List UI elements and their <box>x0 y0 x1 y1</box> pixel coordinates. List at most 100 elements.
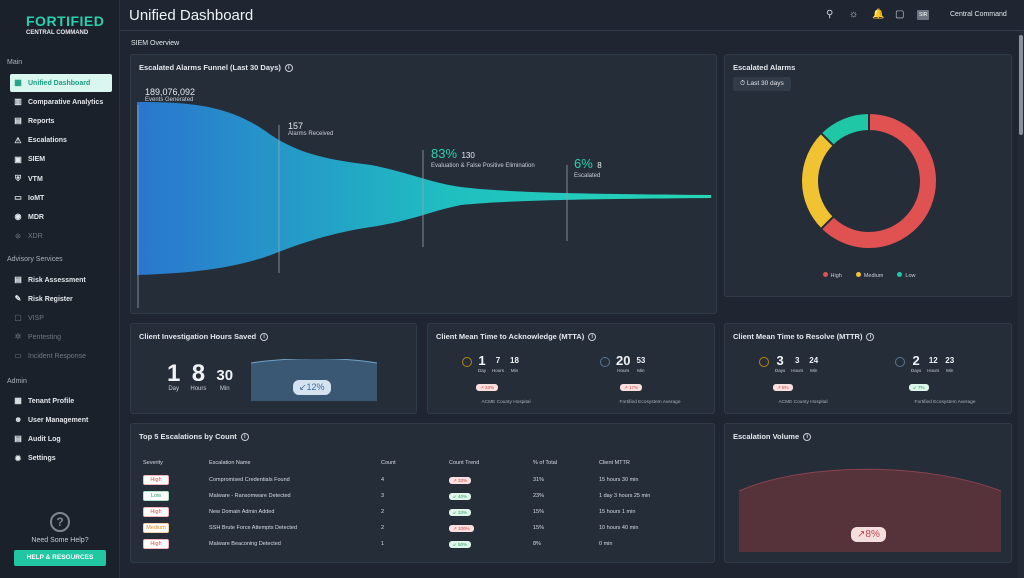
analytics-icon: ▥ <box>14 97 22 107</box>
sidebar-item-user-management[interactable]: ☻ User Management <box>10 411 112 429</box>
sidebar-item-visp[interactable]: ▢ VISP <box>10 309 112 327</box>
sidebar-item-label: VTM <box>28 175 43 183</box>
trend-badge: ↗ 8% <box>773 384 793 391</box>
stage-value: 189,076,092 <box>145 87 196 97</box>
info-icon[interactable]: i <box>260 333 269 342</box>
pct-cell: 15% <box>533 525 545 531</box>
time-value: 23 <box>945 356 955 365</box>
search-icon[interactable]: ⚲ <box>826 9 834 20</box>
sidebar-item-label: Pentesting <box>28 333 62 341</box>
info-icon[interactable]: i <box>803 433 812 442</box>
time-value: 20 <box>616 353 631 368</box>
count-cell: 4 <box>381 477 385 483</box>
trend-badge: ↗ 23% <box>476 384 499 391</box>
sidebar-item-vtm[interactable]: ⛨ VTM <box>10 170 112 188</box>
sidebar-item-reports[interactable]: ▤ Reports <box>10 112 112 130</box>
time-unit: Days <box>775 368 786 373</box>
scrollbar[interactable] <box>1018 31 1024 578</box>
escalation-name: Malware - Ransomware Detected <box>209 493 291 499</box>
siem-icon: ▣ <box>14 154 22 164</box>
pen-icon: ✎ <box>14 294 22 303</box>
comparison-label: Fortified Ecosystem Average <box>619 400 681 405</box>
sidebar-item-incident-response[interactable]: ▭ Incident Response <box>10 347 112 365</box>
time-unit: Min <box>810 368 818 373</box>
time-value: 24 <box>809 356 819 365</box>
sidebar-item-iomt[interactable]: ▭ IoMT <box>10 189 112 207</box>
table-row[interactable]: Medium SSH Brute Force Attempts Detected… <box>143 520 703 536</box>
user-name[interactable]: Central Command <box>950 11 1007 18</box>
time-value: 18 <box>510 356 519 365</box>
help-text: Need Some Help? <box>31 537 89 544</box>
time-unit: Min <box>510 368 519 373</box>
mttr-cell: 15 hours 1 min <box>599 509 636 515</box>
donut-slice-medium[interactable] <box>800 131 836 231</box>
sidebar-item-label: Unified Dashboard <box>28 79 91 87</box>
hours-trend-badge: ↙12% <box>293 380 331 395</box>
count-trend-badge: ↙ 33% <box>449 508 472 516</box>
help-panel: ? Need Some Help? HELP & RESOURCES <box>0 512 120 566</box>
sidebar-item-unified-dashboard[interactable]: ▦ Unified Dashboard <box>10 74 112 92</box>
device-icon: ▭ <box>14 193 22 203</box>
table-header: Severity Escalation Name Count Count Trend%… <box>143 460 703 472</box>
comparison-label: Fortified Ecosystem Average <box>914 400 976 405</box>
column-header: Severity <box>143 460 163 466</box>
sidebar-item-risk-register[interactable]: ✎ Risk Register <box>10 290 112 308</box>
legend-dot <box>897 272 903 277</box>
stage-value: 130 <box>461 151 475 160</box>
stage-value: 157 <box>288 121 304 131</box>
sidebar-item-comparative-analytics[interactable]: ▥ Comparative Analytics <box>10 93 112 111</box>
sidebar-item-siem[interactable]: ▣ SIEM <box>10 151 112 169</box>
sidebar-item-escalations[interactable]: ⚠ Escalations <box>10 132 112 150</box>
chat-icon[interactable]: ▢ <box>895 9 905 20</box>
scrollbar-thumb[interactable] <box>1019 35 1023 135</box>
donut-slice-high[interactable] <box>819 111 938 250</box>
escalation-name: New Domain Admin Added <box>209 509 275 515</box>
sidebar-item-label: Tenant Profile <box>28 397 75 405</box>
table-row[interactable]: High Malware Beaconing Detected 1 ↙ 50% … <box>143 536 703 552</box>
hours-value: 8 <box>191 360 206 387</box>
sidebar-item-tenant-profile[interactable]: ▦ Tenant Profile <box>10 392 112 410</box>
mttr-cell: 15 hours 30 min <box>599 477 639 483</box>
donut-slice-low[interactable] <box>819 111 870 148</box>
mtta-title: Client Mean Time to Acknowledge (MTTA) i <box>436 332 597 342</box>
info-icon[interactable]: i <box>588 333 597 342</box>
theme-icon[interactable]: ☼ <box>849 9 859 20</box>
sidebar-item-audit-log[interactable]: ▤ Audit Log <box>10 430 112 448</box>
help-resources-button[interactable]: HELP & RESOURCES <box>14 550 106 566</box>
sidebar-item-risk-assessment[interactable]: ▤ Risk Assessment <box>10 271 112 289</box>
sidebar-item-xdr[interactable]: ⁜ XDR <box>10 228 112 246</box>
sidebar-item-mdr[interactable]: ◉ MDR <box>10 208 112 226</box>
warning-icon: ⚠ <box>14 135 22 145</box>
count-trend-badge: ↗ 100% <box>449 524 474 532</box>
users-icon: ☻ <box>14 415 23 425</box>
table-row[interactable]: Low Malware - Ransomware Detected 3 ↙ 40… <box>143 488 703 504</box>
date-filter[interactable]: ⏱ Last 30 days <box>733 77 791 91</box>
stage-alarms: 157 Alarms Received <box>288 121 333 137</box>
info-icon[interactable]: i <box>866 333 875 342</box>
table-row[interactable]: High Compromised Credentials Found 4 ↗ 3… <box>143 472 703 488</box>
time-value: 1 <box>478 353 486 368</box>
trend-badge: ↗ 17% <box>620 384 643 391</box>
info-icon[interactable]: i <box>240 433 249 442</box>
sidebar-item-settings[interactable]: ✹ Settings <box>10 450 112 468</box>
logo[interactable]: FORTIFIED CENTRAL COMMAND <box>0 0 119 36</box>
table-row[interactable]: High New Domain Admin Added 2 ↙ 33% 15% … <box>143 504 703 520</box>
info-icon[interactable]: i <box>284 64 293 73</box>
profile-badge[interactable]: SIR <box>917 10 930 20</box>
mins-label: Min <box>219 386 230 392</box>
sidebar-item-label: Audit Log <box>28 435 61 443</box>
bell-icon[interactable]: 🔔 <box>872 9 885 20</box>
stage-label: Alarms Received <box>288 131 334 137</box>
report-icon: ▤ <box>14 116 22 126</box>
severity-badge: High <box>143 539 169 549</box>
sidebar-item-pentesting[interactable]: ✲ Pentesting <box>10 328 112 346</box>
count-cell: 1 <box>381 541 385 547</box>
count-cell: 2 <box>381 509 385 515</box>
hours-label: Hours <box>190 386 207 392</box>
legend-dot <box>855 272 861 277</box>
stage-label: Evaluation & False Positive Elimination <box>431 163 535 169</box>
sidebar: FORTIFIED CENTRAL COMMAND Main ▦ Unified … <box>0 0 120 578</box>
time-value: 12 <box>928 356 938 365</box>
top5-card: Top 5 Escalations by Count i Severity Esca… <box>130 423 715 563</box>
mtta-client: 1 Day 7 Hours 18 Min ↗ 23% ACME County Hospit… <box>462 354 550 405</box>
